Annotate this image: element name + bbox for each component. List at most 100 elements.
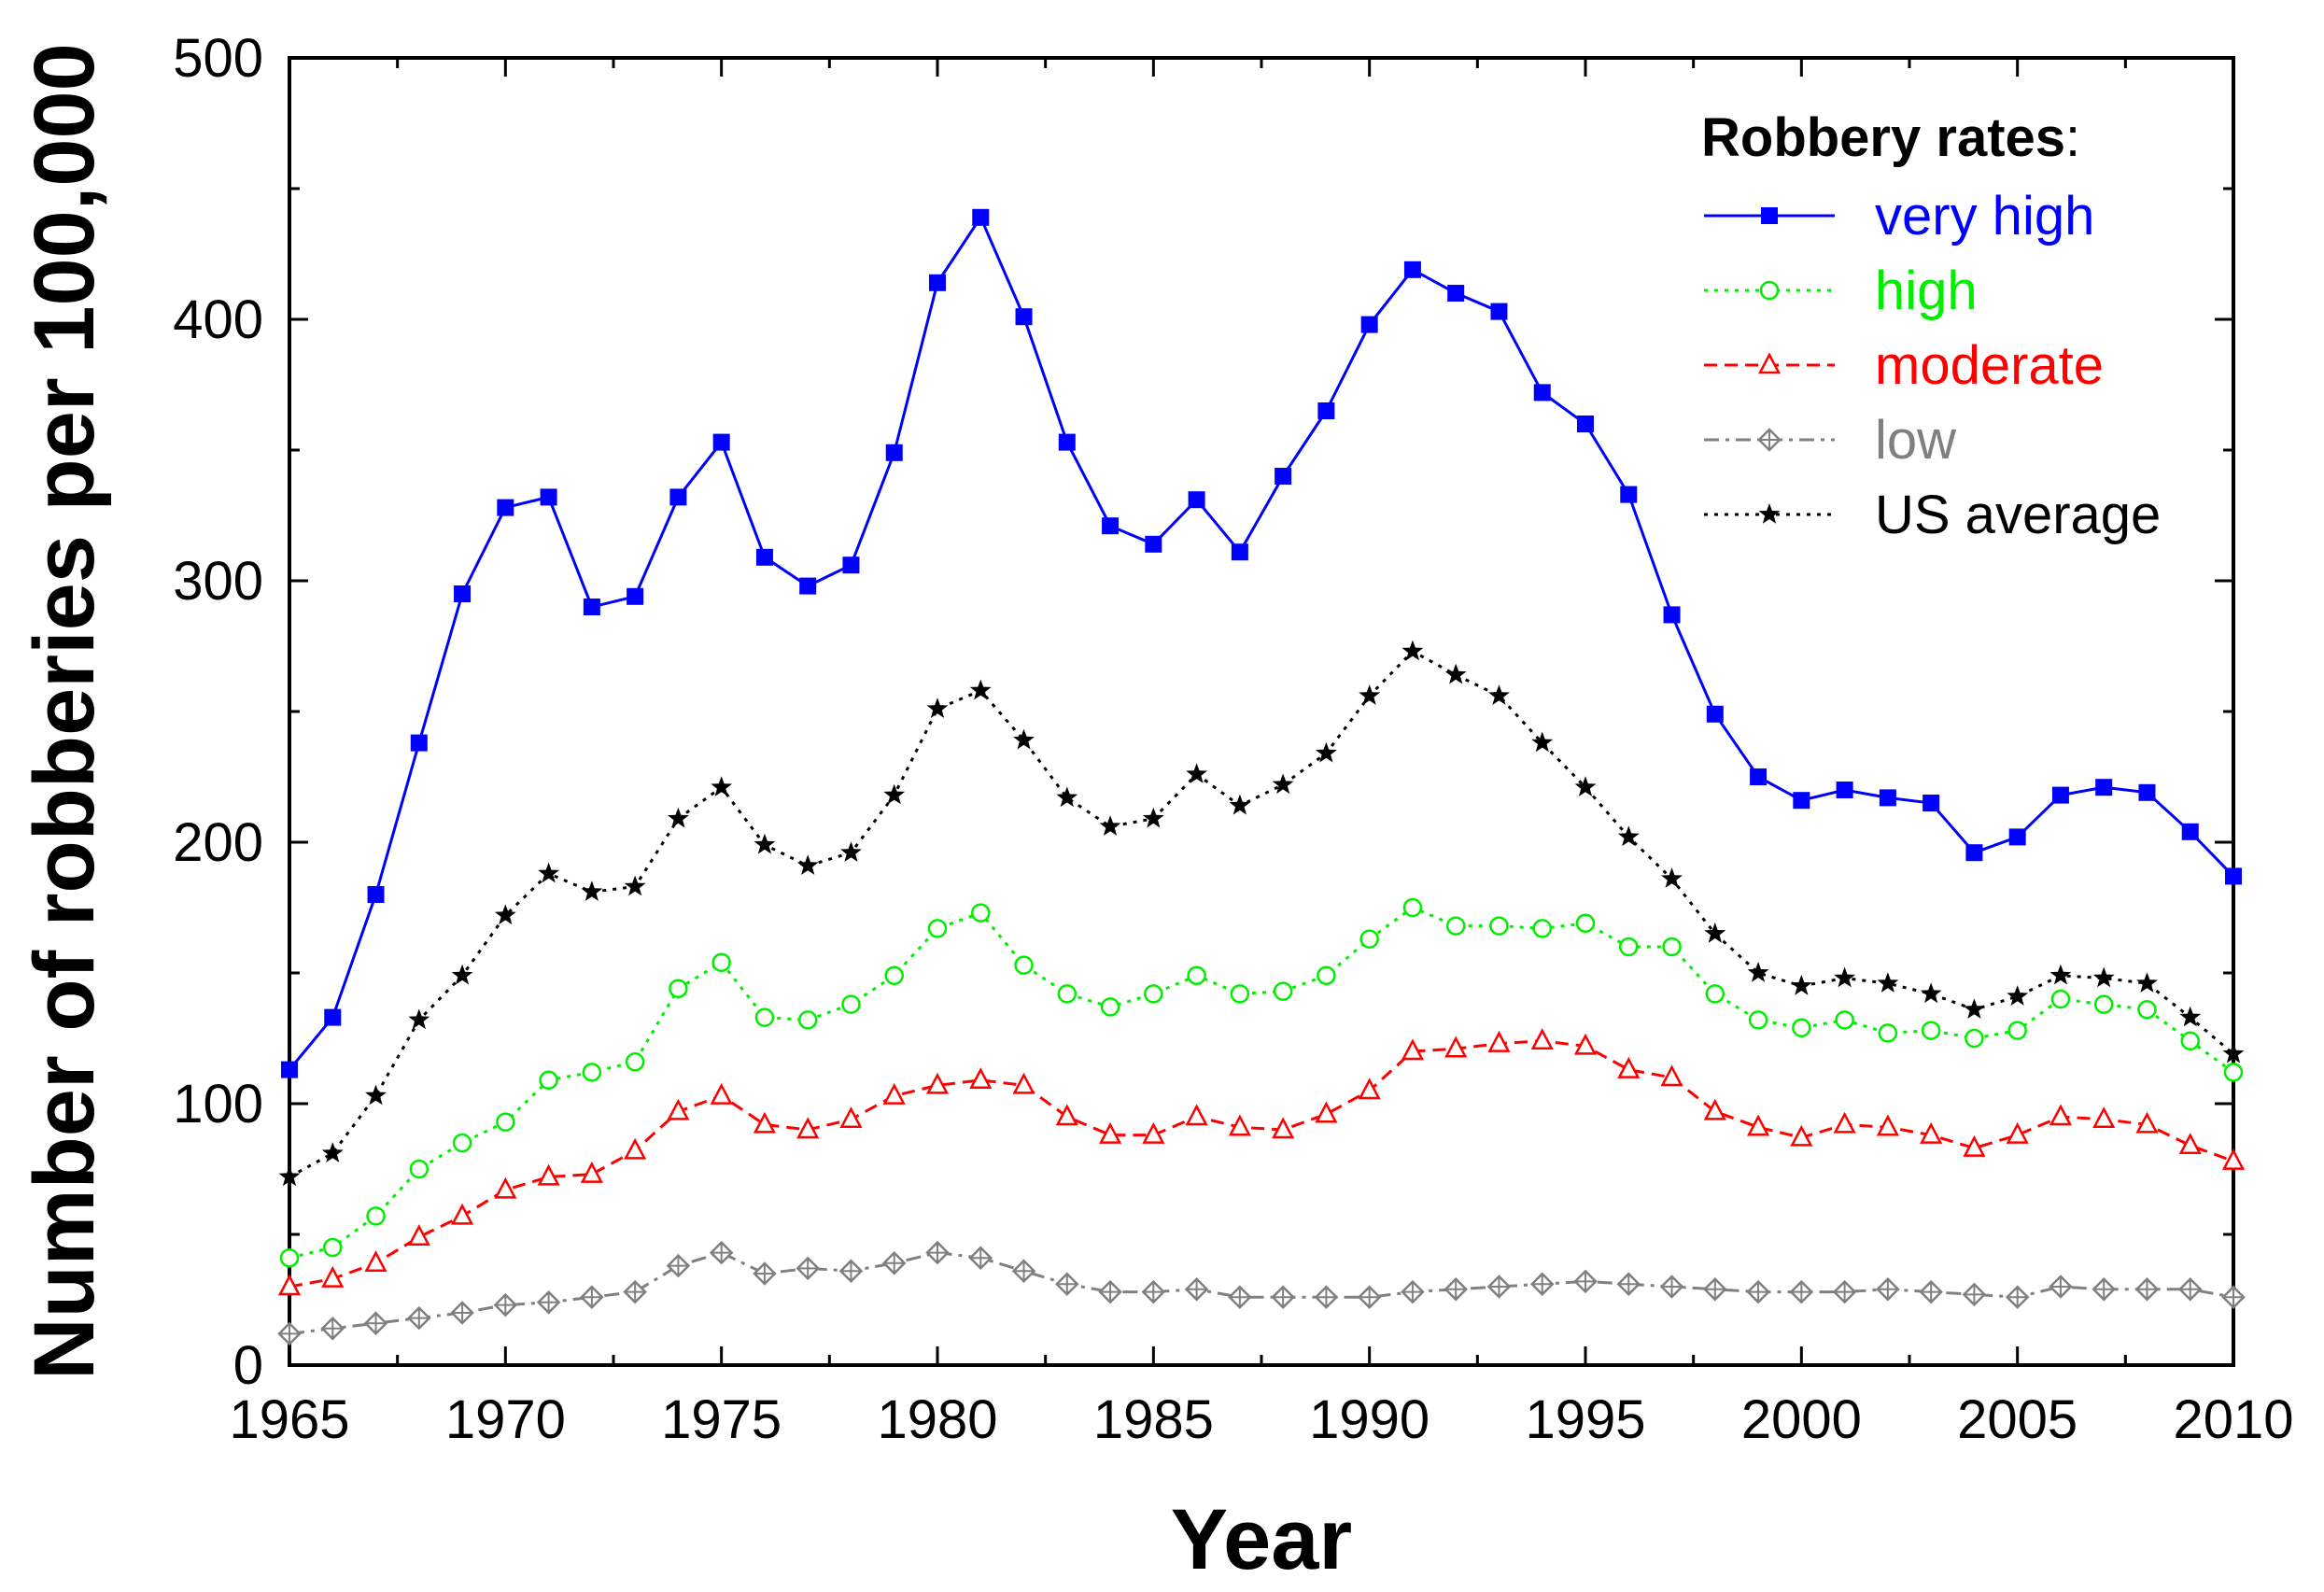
x-axis-title: Year — [1171, 1492, 1352, 1587]
legend-marker-low — [1757, 428, 1782, 452]
data-point-high — [2223, 1063, 2244, 1082]
data-point-high — [1273, 981, 1293, 1001]
data-point-high — [1230, 984, 1250, 1004]
series-line-high — [289, 906, 2234, 1260]
data-point-very-high — [2138, 783, 2156, 801]
data-point-high — [669, 979, 688, 999]
data-point-us-average — [2136, 972, 2158, 993]
data-point-high — [1359, 929, 1379, 949]
series-line-us-average — [289, 649, 2234, 1178]
data-point-low — [1789, 1279, 1814, 1304]
data-point-high — [841, 994, 861, 1014]
data-point-very-high — [2008, 828, 2026, 846]
data-point-very-high — [1403, 261, 1421, 278]
data-point-high — [539, 1070, 558, 1091]
data-point-us-average — [1229, 794, 1251, 815]
data-point-us-average — [1704, 923, 1726, 943]
data-point-high — [971, 903, 991, 923]
data-point-low — [1098, 1279, 1122, 1304]
legend-marker-very-high — [1761, 207, 1778, 224]
data-point-moderate — [1530, 1028, 1554, 1050]
data-point-high — [1100, 997, 1120, 1017]
legend-label-us-average: US average — [1875, 485, 2161, 545]
data-point-us-average — [1661, 867, 1683, 888]
data-point-high — [2050, 989, 2071, 1009]
data-point-low — [623, 1279, 647, 1304]
data-point-us-average — [1790, 975, 1812, 995]
data-point-moderate — [1055, 1104, 1078, 1126]
data-point-moderate — [1185, 1104, 1208, 1126]
data-point-very-high — [410, 734, 428, 752]
data-point-us-average — [451, 964, 473, 985]
data-point-moderate — [624, 1137, 647, 1160]
series-line-moderate — [289, 1039, 2234, 1289]
data-point-low — [1486, 1275, 1512, 1299]
y-tick-label: 400 — [173, 289, 263, 350]
data-point-moderate — [364, 1250, 387, 1273]
data-point-very-high — [1360, 316, 1378, 333]
data-point-us-average — [1056, 786, 1078, 808]
data-point-moderate — [407, 1224, 430, 1247]
data-point-very-high — [1965, 844, 1983, 862]
data-point-high — [1792, 1018, 1811, 1038]
data-point-moderate — [537, 1163, 560, 1186]
legend-marker-moderate — [1757, 352, 1782, 374]
series-line-low — [289, 1250, 2234, 1335]
data-point-low — [2005, 1285, 2030, 1309]
data-point-very-high — [669, 488, 687, 506]
data-point-very-high — [1663, 606, 1681, 624]
data-point-very-high — [1490, 303, 1508, 320]
data-point-us-average — [668, 807, 689, 828]
data-point-moderate — [969, 1067, 993, 1090]
data-point-low — [1055, 1272, 1079, 1296]
y-tick-label: 0 — [233, 1335, 263, 1396]
data-point-low — [277, 1321, 302, 1346]
data-point-very-high — [799, 577, 817, 595]
data-point-very-high — [1750, 768, 1768, 785]
y-tick-label: 300 — [173, 551, 263, 612]
data-point-us-average — [969, 679, 992, 700]
data-point-high — [1965, 1028, 1984, 1049]
data-point-very-high — [1577, 416, 1594, 432]
data-point-high — [1835, 1010, 1854, 1030]
data-point-moderate — [1703, 1098, 1726, 1120]
data-point-us-average — [494, 904, 516, 925]
legend-items: very high high moderate low US average — [1704, 186, 2161, 545]
series-low — [277, 1240, 2246, 1346]
data-point-very-high — [842, 556, 860, 574]
legend-marker-high — [1759, 280, 1780, 301]
legend-item-low: low — [1704, 410, 1957, 471]
data-point-very-high — [367, 886, 385, 903]
data-point-low — [709, 1240, 734, 1265]
data-point-us-average — [1920, 982, 1942, 1004]
data-point-moderate — [1012, 1072, 1035, 1094]
legend-item-high: high — [1704, 261, 1978, 321]
data-point-us-average — [1834, 966, 1855, 988]
data-point-high — [1705, 984, 1725, 1004]
data-point-high — [1144, 984, 1163, 1004]
data-point-moderate — [2092, 1106, 2116, 1129]
series-layer — [277, 208, 2246, 1346]
data-point-high — [2007, 1021, 2027, 1040]
data-point-very-high — [1317, 402, 1335, 419]
legend-label-moderate: moderate — [1875, 335, 2104, 396]
data-point-high — [582, 1063, 602, 1082]
data-point-high — [409, 1159, 430, 1179]
data-point-moderate — [882, 1082, 906, 1105]
data-point-us-average — [365, 1084, 387, 1106]
legend-item-us-average: US average — [1704, 485, 2161, 545]
data-point-very-high — [2225, 867, 2242, 885]
data-point-moderate — [839, 1106, 863, 1129]
data-point-low — [666, 1253, 691, 1278]
data-point-us-average — [278, 1165, 301, 1187]
data-point-high — [1575, 913, 1596, 934]
data-point-us-average — [926, 697, 949, 718]
data-point-very-high — [1793, 792, 1810, 810]
data-point-low — [1401, 1279, 1425, 1304]
data-point-us-average — [1272, 773, 1294, 795]
x-tick-label: 2000 — [1741, 1389, 1862, 1450]
data-point-moderate — [796, 1117, 820, 1139]
x-tick-label: 1965 — [229, 1389, 349, 1450]
